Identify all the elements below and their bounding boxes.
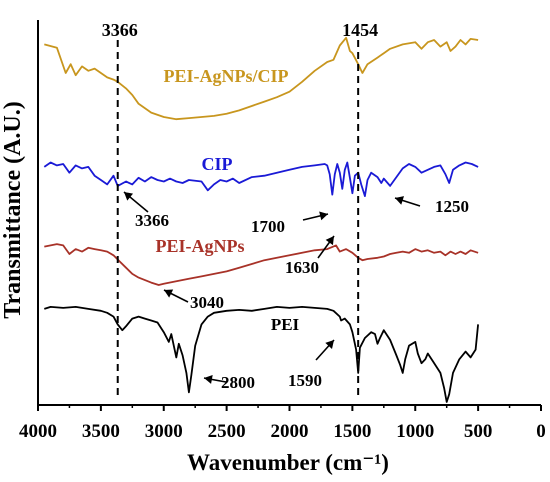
peak-arrow-head xyxy=(325,236,334,246)
x-tick-label: 2500 xyxy=(208,421,246,442)
peak-arrow-head xyxy=(395,196,404,205)
series-line-pei-agnps xyxy=(44,243,479,286)
peak-label: 3366 xyxy=(135,211,169,230)
peak-annotation-1250: 1250 xyxy=(394,196,469,216)
series-label-pei-agnps: PEI-AgNPs xyxy=(156,236,245,256)
x-tick-label: 1500 xyxy=(333,421,371,442)
peak-annotation-1630: 1630 xyxy=(285,235,335,277)
annotation-layer: 3366 1454 PEI-AgNPs/CIP CIP PEI-AgNPs PEI 3366… xyxy=(102,20,469,395)
peak-arrow-head xyxy=(204,375,213,384)
peak-arrow-head xyxy=(164,289,174,298)
x-tick-label: 4000 xyxy=(19,421,57,442)
series-label-cip: CIP xyxy=(202,154,233,174)
peak-arrow-head xyxy=(325,340,334,349)
peak-annotation-1590: 1590 xyxy=(288,339,335,390)
y-axis-label: Transmittance (A.U.) xyxy=(0,101,26,319)
guide-label-3366: 3366 xyxy=(102,20,138,40)
peak-annotation-3366: 3366 xyxy=(123,191,169,230)
axes-layer: 4000 3500 3000 2500 2000 1500 1000 500 0 xyxy=(19,20,546,442)
peak-arrow-head xyxy=(319,211,328,221)
x-tick-label: 1000 xyxy=(396,421,434,442)
series-line-pei-agnps-cip xyxy=(44,36,479,121)
peak-annotation-1700: 1700 xyxy=(251,211,329,236)
x-tick-label: 500 xyxy=(464,421,493,442)
peak-annotation-3040: 3040 xyxy=(163,289,224,312)
x-tick-label: 3000 xyxy=(145,421,183,442)
peak-label: 1700 xyxy=(251,217,285,236)
x-tick-label: 0 xyxy=(536,421,546,442)
series-label-pei-agnps-cip: PEI-AgNPs/CIP xyxy=(164,66,289,86)
x-tick-label: 2000 xyxy=(271,421,309,442)
peak-arrow-head xyxy=(124,192,134,201)
peak-label: 1250 xyxy=(435,197,469,216)
series-label-pei: PEI xyxy=(271,315,300,334)
peak-label: 3040 xyxy=(190,293,224,312)
peak-label: 2800 xyxy=(221,373,255,392)
peak-label: 1590 xyxy=(288,371,322,390)
peak-annotation-2800: 2800 xyxy=(203,373,255,392)
series-line-cip xyxy=(43,161,479,197)
x-axis-label: Wavenumber (cm⁻¹) xyxy=(187,450,389,475)
x-tick-label: 3500 xyxy=(82,421,120,442)
series-line-pei xyxy=(44,306,479,403)
series-layer xyxy=(43,36,479,403)
guide-label-1454: 1454 xyxy=(342,20,378,40)
peak-label: 1630 xyxy=(285,258,319,277)
